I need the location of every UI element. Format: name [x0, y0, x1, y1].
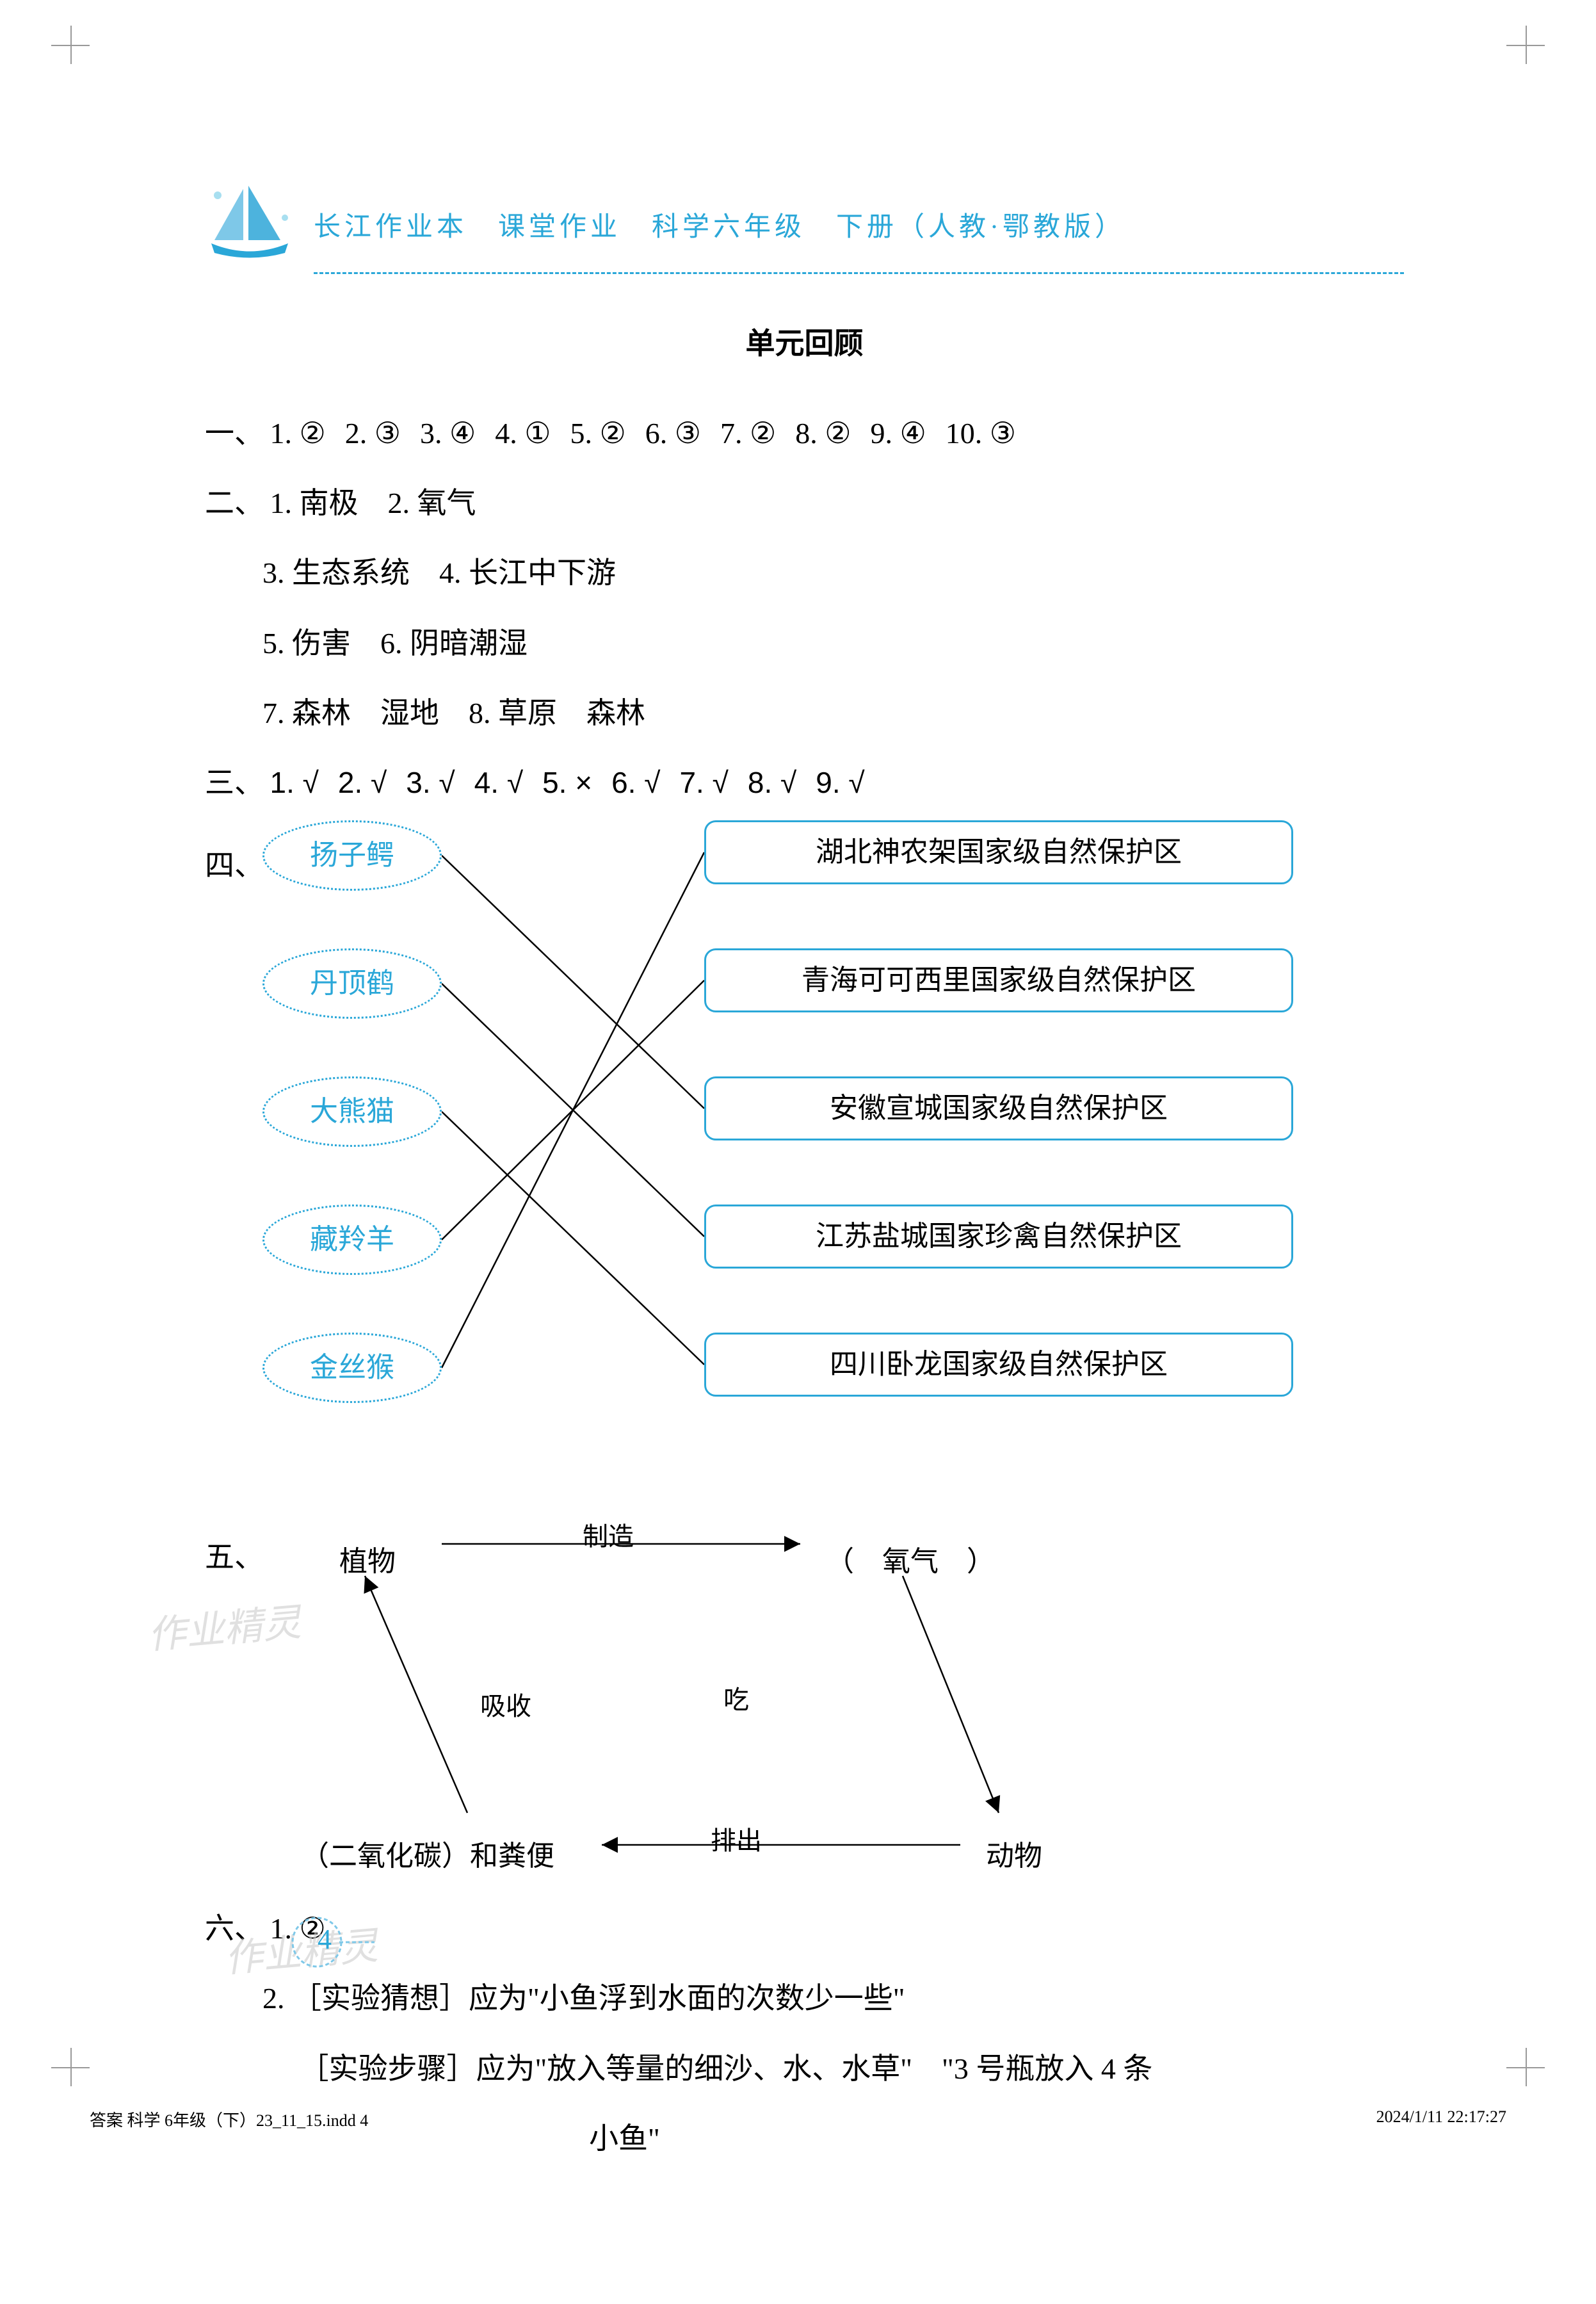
diagram-edge-label: 制造: [583, 1509, 634, 1565]
q2-line: 1. 南极 2. 氧气: [270, 487, 476, 519]
node-animal: 动物: [986, 1826, 1042, 1888]
question-2: 二、 1. 南极 2. 氧气: [205, 471, 1404, 535]
q1-answer-item: 1. ②: [270, 401, 326, 466]
match-left-node: 大熊猫: [262, 1076, 442, 1147]
q3-answer-item: 8. √: [748, 750, 796, 815]
q1-answer-item: 8. ②: [795, 401, 851, 466]
crop-mark: [51, 2048, 90, 2086]
question-4: 四、 扬子鳄丹顶鹤大熊猫藏羚羊金丝猴 湖北神农架国家级自然保护区青海可可西里国家…: [205, 820, 1404, 1486]
match-left-node: 藏羚羊: [262, 1205, 442, 1275]
q1-answer-item: 10. ③: [946, 401, 1016, 466]
page-number: 4: [288, 1913, 399, 1971]
footer-right: 2024/1/11 22:17:27: [1376, 2107, 1506, 2131]
q2-line: 5. 伤害 6. 阴暗潮湿: [205, 611, 1404, 676]
match-left-node: 扬子鳄: [262, 820, 442, 891]
footer: 答案 科学 6年级（下）23_11_15.indd 4 2024/1/11 22…: [90, 2107, 1506, 2131]
match-left-node: 丹顶鹤: [262, 948, 442, 1019]
match-right-node: 四川卧龙国家级自然保护区: [704, 1333, 1293, 1397]
q1-answer-item: 2. ③: [345, 401, 401, 466]
q1-answer-item: 6. ③: [645, 401, 701, 466]
content-body: 一、 1. ②2. ③3. ④4. ①5. ②6. ③7. ②8. ②9. ④1…: [205, 401, 1404, 2171]
crop-mark: [1506, 26, 1545, 64]
q3-answers: 1. √ 2. √ 3. √ 4. √ 5. × 6. √ 7. √ 8. √ 9. √: [270, 750, 884, 815]
q3-answer-item: 9. √: [816, 750, 864, 815]
match-right-node: 青海可可西里国家级自然保护区: [704, 948, 1293, 1012]
q2-line: 7. 森林 湿地 8. 草原 森林: [205, 681, 1404, 745]
match-right-node: 湖北神农架国家级自然保护区: [704, 820, 1293, 884]
q5-label: 五、: [205, 1525, 262, 1589]
crop-mark: [51, 26, 90, 64]
q1-label: 一、: [205, 401, 262, 466]
q3-label: 三、: [205, 750, 262, 815]
q1-answer-item: 4. ①: [495, 401, 551, 466]
node-plant: 植物: [339, 1531, 396, 1593]
q2-label: 二、: [205, 471, 262, 535]
q1-answer-item: 3. ④: [420, 401, 476, 466]
q1-answer-item: 5. ②: [570, 401, 626, 466]
q1-answer-item: 9. ④: [871, 401, 926, 466]
section-title: 单元回顾: [205, 320, 1404, 362]
node-co2: （二氧化碳）和粪便: [301, 1826, 554, 1888]
q1-answers: 1. ② 2. ③ 3. ④ 4. ① 5. ② 6. ③ 7. ② 8. ② 9. ④ 10. …: [270, 401, 1036, 466]
matching-diagram: 扬子鳄丹顶鹤大熊猫藏羚羊金丝猴 湖北神农架国家级自然保护区青海可可西里国家级自然…: [205, 820, 1404, 1486]
diagram-edge-label: 吃: [723, 1672, 749, 1728]
crop-mark: [1506, 2048, 1545, 2086]
q3-answer-item: 2. √: [338, 750, 387, 815]
header-banner: 长江作业本 课堂作业 科学六年级 下册（人教·鄂教版）: [205, 179, 1404, 269]
question-5: 五、 植物 （ 氧气 ） （二氧化碳）和粪便 动物 制造吸收吃排出: [205, 1512, 1404, 1870]
match-right-column: 湖北神农架国家级自然保护区青海可可西里国家级自然保护区安徽宣城国家级自然保护区江…: [704, 820, 1312, 1461]
q6-line: ［实验步骤］应为"放入等量的细沙、水、水草" "3 号瓶放入 4 条: [205, 2036, 1404, 2101]
question-1: 一、 1. ②2. ③3. ④4. ①5. ②6. ③7. ②8. ②9. ④1…: [205, 401, 1404, 466]
match-right-node: 安徽宣城国家级自然保护区: [704, 1076, 1293, 1140]
match-left-node: 金丝猴: [262, 1333, 442, 1403]
diagram-edge-label: 吸收: [480, 1678, 531, 1735]
q2-line: 3. 生态系统 4. 长江中下游: [205, 540, 1404, 605]
question-3: 三、 1. √ 2. √ 3. √ 4. √ 5. × 6. √ 7. √ 8. √ 9. √: [205, 750, 1404, 815]
node-oxygen: （ 氧气 ）: [826, 1531, 995, 1593]
q3-answer-item: 5. ×: [542, 750, 592, 815]
q6-line: 2. ［实验猜想］应为"小鱼浮到水面的次数少一些": [205, 1966, 1404, 2031]
footer-left: 答案 科学 6年级（下）23_11_15.indd 4: [90, 2107, 368, 2131]
diagram-edge-label: 排出: [711, 1813, 762, 1869]
cycle-diagram: 植物 （ 氧气 ） （二氧化碳）和粪便 动物 制造吸收吃排出: [262, 1512, 1404, 1870]
q3-answer-item: 4. √: [474, 750, 523, 815]
q1-answer-item: 7. ②: [720, 401, 776, 466]
header-divider: [314, 272, 1404, 274]
q3-answer-item: 7. √: [679, 750, 728, 815]
sailboat-icon: [205, 179, 294, 269]
header-title: 长江作业本 课堂作业 科学六年级 下册（人教·鄂教版）: [314, 205, 1125, 244]
q3-answer-item: 3. √: [406, 750, 455, 815]
match-right-node: 江苏盐城国家珍禽自然保护区: [704, 1205, 1293, 1269]
match-left-column: 扬子鳄丹顶鹤大熊猫藏羚羊金丝猴: [262, 820, 467, 1461]
page-number-text: 4: [318, 1924, 332, 1955]
q3-answer-item: 1. √: [270, 750, 319, 815]
q3-answer-item: 6. √: [611, 750, 660, 815]
